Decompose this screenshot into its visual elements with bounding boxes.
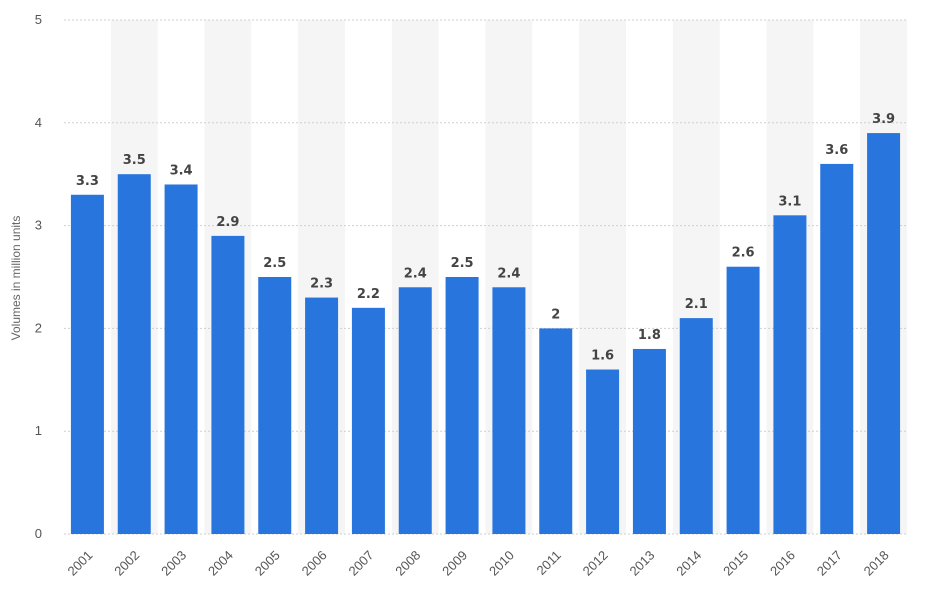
bar [820,163,854,535]
data-label: 2.3 [310,277,333,292]
x-tick-label: 2011 [533,548,563,578]
x-tick-label: 2006 [299,548,330,579]
data-label: 2.5 [263,256,286,271]
x-tick-label: 2018 [861,548,892,579]
x-tick-label: 2009 [439,548,470,579]
y-tick-label: 2 [35,320,42,335]
data-label: 1.6 [591,349,614,364]
bar [351,307,385,534]
bar [117,174,151,534]
x-tick-label: 2014 [673,548,704,579]
data-label: 3.9 [872,112,895,127]
data-label: 2.9 [216,215,239,230]
x-tick-label: 2012 [580,548,611,579]
bar [398,287,432,534]
data-label: 3.4 [170,163,193,178]
x-tick-label: 2015 [720,548,751,579]
data-label: 2 [551,307,560,322]
x-tick-label: 2016 [767,548,798,579]
data-label: 2.4 [404,266,427,281]
data-label: 2.2 [357,287,380,302]
x-tick-label: 2003 [158,548,189,579]
bar [632,348,666,534]
bar [70,194,104,534]
bar [164,184,198,535]
data-label: 3.3 [76,174,99,189]
x-axis-ticks: 2001 2002 2003 2004 2005 2006 2007 2008 2009 2010… [64,548,891,579]
y-tick-label: 5 [35,12,42,27]
bar [679,318,713,534]
data-label: 2.4 [497,266,520,281]
x-tick-label: 2007 [345,548,376,579]
bar [445,277,479,534]
data-label: 3.6 [825,143,848,158]
x-tick-label: 2010 [486,548,517,579]
y-axis-ticks: 0 1 2 3 4 5 [35,12,42,541]
y-gridlines [64,19,907,535]
x-tick-label: 2002 [111,548,142,579]
y-tick-label: 4 [35,115,42,130]
data-label: 3.5 [123,153,146,168]
x-tick-label: 2008 [392,548,423,579]
bar [867,133,901,534]
y-tick-label: 1 [35,423,42,438]
bar [539,328,573,534]
data-label: 2.6 [732,246,755,261]
bar [211,235,245,534]
data-labels: 3.3 3.5 3.4 2.9 2.5 2.3 2.2 2.4 2.5 2.4 2 1.6 1.8 2.1… [76,112,895,363]
x-tick-label: 2004 [205,548,236,579]
data-label: 1.8 [638,328,661,343]
y-axis-title: Volumes in million units [9,216,23,341]
bar [305,297,339,534]
bar [773,215,807,534]
bar [726,266,760,534]
y-tick-label: 3 [35,218,42,233]
bar [258,277,292,534]
data-label: 3.1 [778,194,801,209]
data-label: 2.1 [685,297,708,312]
bar [586,369,620,534]
x-tick-label: 2001 [64,548,95,579]
data-label: 2.5 [451,256,474,271]
bar [492,287,526,534]
x-tick-label: 2013 [626,548,657,579]
bars [70,133,901,535]
x-tick-label: 2005 [252,548,283,579]
y-tick-label: 0 [35,526,42,541]
x-tick-label: 2017 [814,548,845,579]
